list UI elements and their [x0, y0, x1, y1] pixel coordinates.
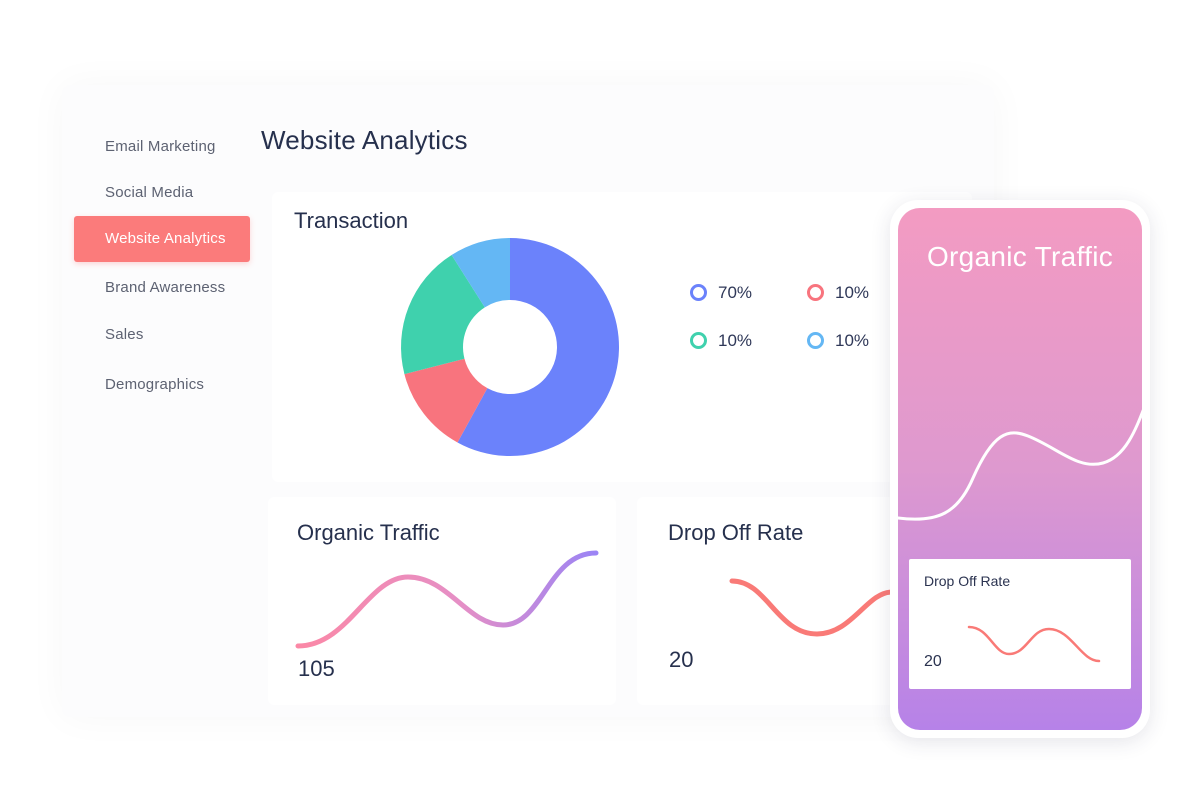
- legend-ring-icon: [690, 332, 707, 349]
- dashboard-window: Email Marketing Social Media Website Ana…: [62, 85, 994, 717]
- donut-slice-red: [404, 358, 488, 443]
- transaction-title: Transaction: [294, 208, 409, 233]
- sidebar-item-demographics[interactable]: Demographics: [105, 376, 205, 393]
- legend-item-red: 10%: [807, 282, 869, 304]
- legend-label: 70%: [718, 283, 753, 302]
- phone-drop-off-title: Drop Off Rate: [924, 573, 1011, 589]
- organic-traffic-title: Organic Traffic: [297, 520, 440, 545]
- phone-drop-off-card: Drop Off Rate 20: [909, 559, 1131, 689]
- donut-slice-blue: [457, 238, 619, 456]
- drop-off-line: [729, 578, 895, 637]
- donut-slice-light-blue: [451, 238, 510, 308]
- legend-label: 10%: [835, 331, 870, 350]
- organic-traffic-sparkline: [295, 550, 599, 649]
- legend-item-green: 10%: [690, 330, 752, 352]
- legend-ring-icon: [807, 332, 824, 349]
- phone-screen: Organic Traffic Drop Off Rate 20: [898, 208, 1142, 730]
- sidebar-item-website-analytics[interactable]: Website Analytics: [74, 216, 250, 262]
- sidebar: Email Marketing Social Media Website Ana…: [62, 85, 262, 717]
- donut-slice-green: [401, 254, 485, 375]
- phone-drop-off-value: 20: [924, 653, 942, 670]
- drop-off-value: 20: [669, 647, 694, 672]
- legend-item-blue: 70%: [690, 282, 752, 304]
- legend-ring-icon: [807, 284, 824, 301]
- legend-label: 10%: [835, 283, 870, 302]
- page-title: Website Analytics: [261, 125, 468, 155]
- drop-off-title: Drop Off Rate: [668, 520, 804, 545]
- phone-drop-off-sparkline: [967, 625, 1101, 663]
- legend-item-light-blue: 10%: [807, 330, 869, 352]
- legend-ring-icon: [690, 284, 707, 301]
- sidebar-item-social-media[interactable]: Social Media: [105, 184, 194, 201]
- transaction-card: Transaction 70% 10% 10% 10%: [272, 192, 972, 482]
- drop-off-sparkline: [729, 578, 895, 637]
- sidebar-item-sales[interactable]: Sales: [105, 326, 144, 343]
- organic-traffic-value: 105: [298, 656, 335, 681]
- organic-traffic-card: Organic Traffic 105: [268, 497, 616, 705]
- organic-traffic-line: [295, 550, 599, 649]
- phone-title: Organic Traffic: [926, 241, 1114, 272]
- phone-traffic-line: [898, 409, 1142, 521]
- sidebar-item-brand-awareness[interactable]: Brand Awareness: [105, 279, 226, 296]
- sidebar-item-email-marketing[interactable]: Email Marketing: [105, 138, 216, 155]
- phone-mockup: Organic Traffic Drop Off Rate 20: [890, 200, 1150, 738]
- legend-label: 10%: [718, 331, 753, 350]
- transaction-donut-chart: [401, 238, 619, 456]
